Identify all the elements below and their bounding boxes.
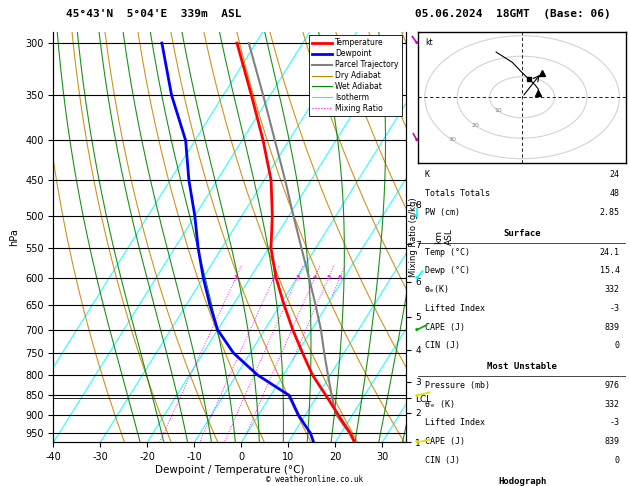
Text: θₑ(K): θₑ(K) <box>425 285 450 294</box>
Text: ●: ● <box>415 328 419 332</box>
Text: Most Unstable: Most Unstable <box>487 362 557 371</box>
Text: 839: 839 <box>604 437 620 446</box>
Y-axis label: km
ASL: km ASL <box>435 228 454 245</box>
Text: 2.85: 2.85 <box>599 208 620 217</box>
Text: Temp (°C): Temp (°C) <box>425 248 469 257</box>
Text: CAPE (J): CAPE (J) <box>425 437 464 446</box>
Text: 30: 30 <box>448 138 456 142</box>
Text: 839: 839 <box>604 323 620 331</box>
Text: 10: 10 <box>495 108 503 113</box>
Text: CIN (J): CIN (J) <box>425 341 460 350</box>
Text: 332: 332 <box>604 285 620 294</box>
Y-axis label: hPa: hPa <box>9 228 19 246</box>
Text: 0: 0 <box>615 341 620 350</box>
Text: ●: ● <box>415 139 419 142</box>
Text: ●: ● <box>415 214 419 218</box>
Text: Mixing Ratio (g/kg): Mixing Ratio (g/kg) <box>409 197 418 277</box>
Text: 0: 0 <box>615 456 620 465</box>
Text: 332: 332 <box>604 399 620 409</box>
Text: 4: 4 <box>313 275 317 280</box>
Text: ●: ● <box>415 440 419 444</box>
Text: ●: ● <box>415 276 419 279</box>
Text: 1: 1 <box>234 275 238 280</box>
Text: -3: -3 <box>610 304 620 313</box>
Text: 15.4: 15.4 <box>599 266 620 276</box>
Text: ●: ● <box>415 41 419 45</box>
Text: 6: 6 <box>338 275 342 280</box>
Text: 45°43'N  5°04'E  339m  ASL: 45°43'N 5°04'E 339m ASL <box>66 9 242 19</box>
Text: 5: 5 <box>326 275 331 280</box>
Text: -3: -3 <box>610 418 620 428</box>
Text: CIN (J): CIN (J) <box>425 456 460 465</box>
Text: 3: 3 <box>295 275 299 280</box>
Text: Surface: Surface <box>503 229 541 238</box>
Text: PW (cm): PW (cm) <box>425 208 460 217</box>
Text: Pressure (mb): Pressure (mb) <box>425 381 489 390</box>
Text: 24.1: 24.1 <box>599 248 620 257</box>
Text: Dewp (°C): Dewp (°C) <box>425 266 469 276</box>
Text: K: K <box>425 170 430 179</box>
Text: Lifted Index: Lifted Index <box>425 304 484 313</box>
Text: Totals Totals: Totals Totals <box>425 189 489 198</box>
Text: kt: kt <box>425 38 432 47</box>
Text: 48: 48 <box>610 189 620 198</box>
Text: 976: 976 <box>604 381 620 390</box>
Text: © weatheronline.co.uk: © weatheronline.co.uk <box>266 474 363 484</box>
Text: ●: ● <box>415 394 419 398</box>
Text: 2: 2 <box>272 275 276 280</box>
X-axis label: Dewpoint / Temperature (°C): Dewpoint / Temperature (°C) <box>155 465 304 475</box>
Text: 24: 24 <box>610 170 620 179</box>
Legend: Temperature, Dewpoint, Parcel Trajectory, Dry Adiabat, Wet Adiabat, Isotherm, Mi: Temperature, Dewpoint, Parcel Trajectory… <box>309 35 402 116</box>
Text: θₑ (K): θₑ (K) <box>425 399 455 409</box>
Text: Lifted Index: Lifted Index <box>425 418 484 428</box>
Text: CAPE (J): CAPE (J) <box>425 323 464 331</box>
Text: Hodograph: Hodograph <box>498 477 546 486</box>
Text: 05.06.2024  18GMT  (Base: 06): 05.06.2024 18GMT (Base: 06) <box>415 9 611 19</box>
Text: 20: 20 <box>471 123 479 128</box>
